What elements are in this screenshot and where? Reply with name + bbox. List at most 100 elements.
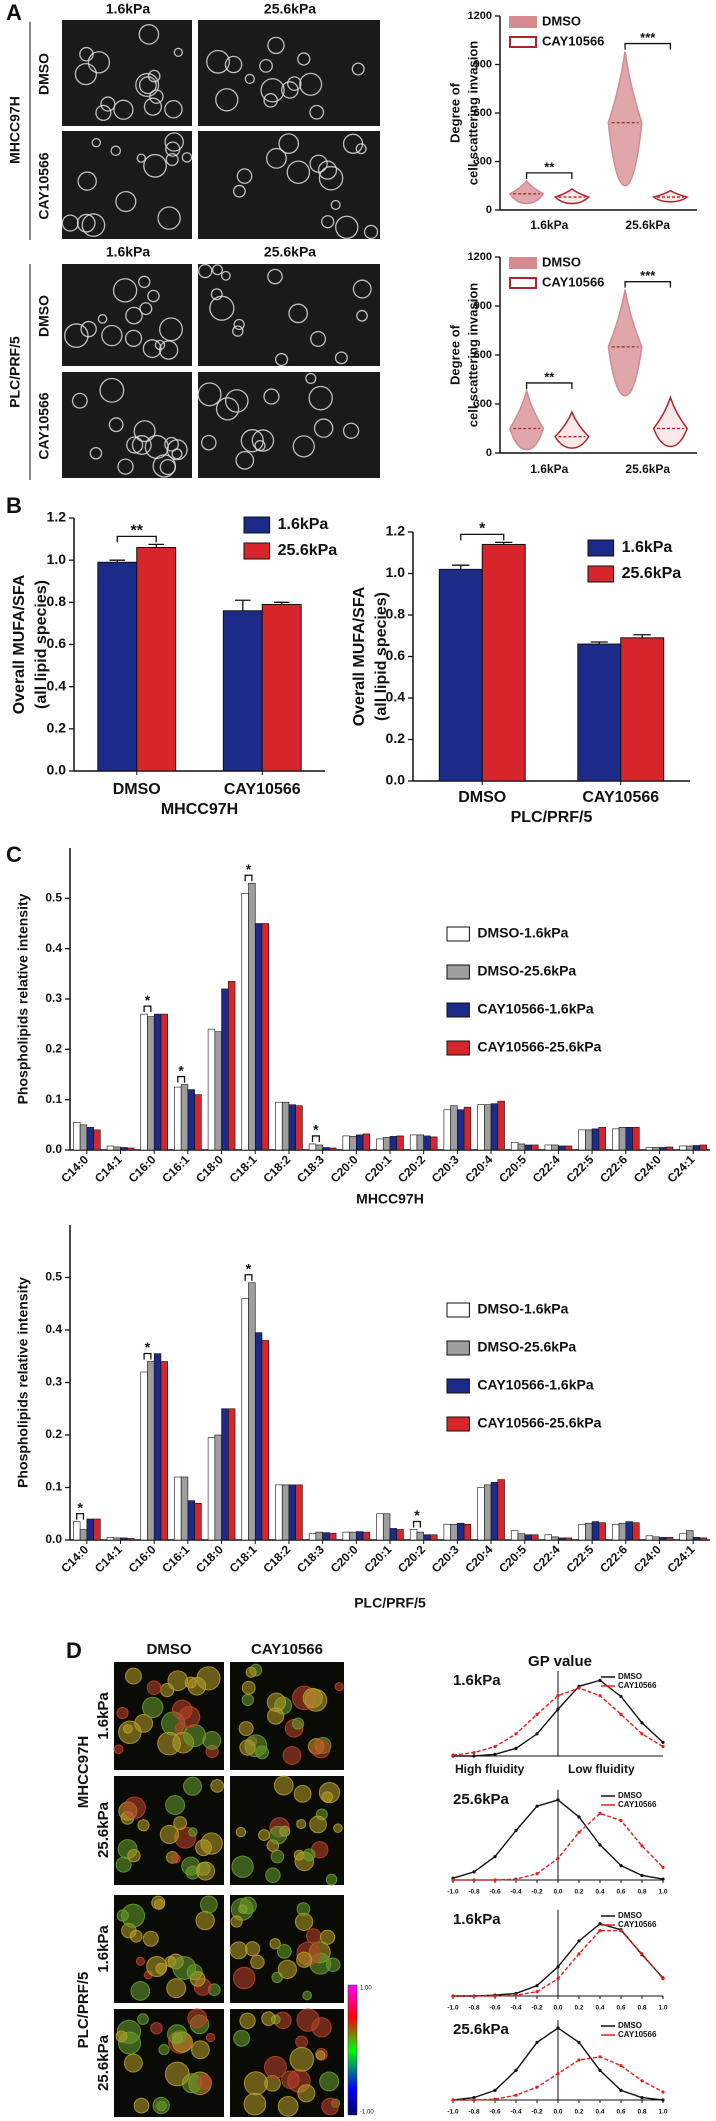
x-tick-label: C22:4 (530, 1152, 563, 1185)
bar (416, 1134, 424, 1151)
micrograph (62, 20, 192, 126)
cell (187, 1676, 207, 1696)
legend-swatch (446, 1040, 470, 1056)
violin (554, 410, 590, 449)
significance-label: * (414, 1507, 420, 1523)
x-tick-label: C22:5 (563, 1152, 596, 1185)
cell (172, 1956, 197, 1980)
micrograph (198, 131, 380, 239)
significance-bracket (244, 1274, 253, 1281)
fit-line (452, 1687, 664, 1756)
panel-label: B (6, 493, 22, 518)
x-tick-label: C18:0 (193, 1152, 226, 1185)
legend-swatch (509, 257, 537, 269)
cell (91, 137, 102, 148)
fit-line (452, 1799, 664, 1880)
error-bar (148, 543, 164, 548)
legend-swatch (446, 926, 470, 942)
row-label: 1.6kPa (95, 1925, 112, 1973)
significance-label: * (145, 1339, 151, 1355)
point (661, 1865, 665, 1869)
cell (310, 330, 327, 347)
cell (296, 1951, 313, 1968)
bar (180, 1084, 189, 1151)
bar (679, 1145, 687, 1151)
cell (267, 36, 285, 55)
bar (194, 1094, 202, 1151)
cell (210, 1779, 224, 1793)
cell (243, 2071, 268, 2096)
y-tick-label: 0.8 (47, 593, 67, 609)
violin (607, 51, 643, 187)
cell (243, 2092, 267, 2116)
y-tick-label: 0.1 (45, 1480, 62, 1494)
cell (160, 1683, 175, 1698)
violin (508, 179, 545, 205)
bar (254, 1332, 263, 1541)
y-axis-label: cell-scattering invasion (465, 283, 480, 428)
bar (315, 1531, 323, 1541)
cell (267, 268, 283, 285)
cell (215, 88, 239, 112)
cell (171, 1699, 193, 1721)
bar (396, 1135, 404, 1151)
bar (136, 547, 177, 772)
bar (524, 1534, 532, 1541)
cell (125, 306, 143, 325)
bar (295, 1105, 303, 1151)
x-tick-label: 1.0 (658, 2005, 667, 2012)
legend-swatch (587, 539, 615, 557)
cell (278, 133, 300, 154)
x-tick-label: C14:1 (92, 1152, 125, 1185)
legend-label: 25.6kPa (278, 542, 338, 559)
cell (71, 392, 88, 409)
cell (241, 1680, 256, 1695)
bar (531, 1144, 539, 1151)
row-label: DMSO (36, 53, 52, 95)
cell (137, 1819, 150, 1832)
bar (281, 1484, 290, 1541)
significance-label: * (246, 861, 252, 877)
cell (305, 372, 317, 385)
cell (164, 2061, 190, 2087)
bar (490, 1481, 499, 1541)
cell (164, 99, 183, 119)
x-tick-label: C16:0 (126, 1152, 159, 1185)
x-tick-label: C22:5 (563, 1542, 596, 1575)
cell (355, 143, 367, 155)
x-tick-label: C24:0 (631, 1152, 664, 1185)
y-tick-label: 0.2 (45, 1042, 62, 1056)
x-tick-label: -0.2 (531, 1889, 543, 1896)
cell (197, 382, 222, 407)
cell (130, 1981, 151, 2001)
x-tick-label: C20:3 (429, 1152, 462, 1185)
cell (211, 264, 223, 276)
x-tick-label: C16:1 (159, 1542, 192, 1575)
cell (115, 190, 137, 213)
bar (517, 1533, 526, 1541)
cell (286, 160, 311, 184)
bar (275, 1484, 283, 1541)
column-label: 1.6kPa (106, 244, 151, 260)
bar (106, 1145, 115, 1151)
bar (126, 1147, 135, 1151)
cell (206, 49, 230, 74)
legend-label: CAY10566 (618, 1800, 657, 1809)
bar (457, 1109, 465, 1151)
x-tick-label: C20:2 (395, 1152, 428, 1185)
column-label: CAY10566 (251, 1641, 323, 1658)
x-tick-label: -1.0 (447, 2005, 459, 2012)
y-tick-label: 0.5 (45, 891, 62, 905)
bar (113, 1146, 121, 1151)
micrograph (62, 372, 192, 478)
x-tick-label: C20:0 (328, 1542, 361, 1575)
micrograph (62, 131, 192, 239)
y-axis-label: Phospholipids relative intensity (15, 1277, 31, 1488)
bar (356, 1134, 364, 1151)
x-tick-label: 1.6kPa (530, 218, 568, 232)
x-tick-label: -0.6 (489, 1889, 501, 1896)
cell (302, 1990, 312, 2001)
y-axis-label: Degree of (447, 82, 462, 143)
bar (558, 1145, 566, 1151)
cell (87, 51, 111, 74)
